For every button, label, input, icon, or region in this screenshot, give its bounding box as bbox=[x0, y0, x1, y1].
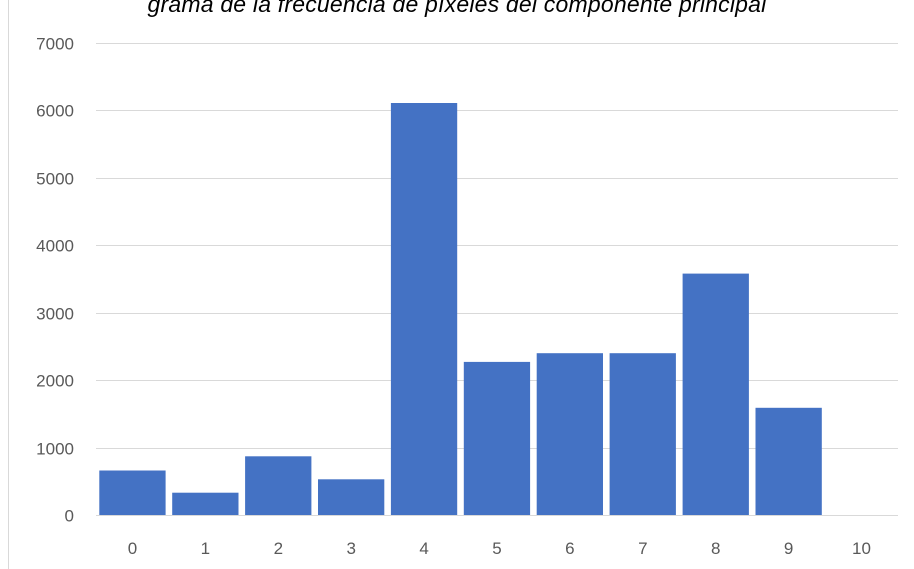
bar-8 bbox=[682, 273, 749, 515]
x-tick-label: 2 bbox=[274, 539, 283, 558]
y-tick-label: 6000 bbox=[36, 102, 74, 121]
bar-7 bbox=[609, 353, 676, 515]
x-axis-ticks: 0 1 2 3 4 5 6 7 8 9 10 bbox=[128, 539, 871, 558]
x-tick-label: 7 bbox=[638, 539, 647, 558]
x-tick-label: 4 bbox=[419, 539, 428, 558]
chart-frame-edge bbox=[8, 0, 9, 569]
bar-4 bbox=[390, 103, 458, 515]
x-tick-label: 0 bbox=[128, 539, 137, 558]
bar-3 bbox=[318, 479, 385, 515]
x-tick-label: 8 bbox=[711, 539, 720, 558]
y-tick-label: 7000 bbox=[36, 35, 74, 54]
x-tick-label: 6 bbox=[565, 539, 574, 558]
bar-9 bbox=[755, 407, 822, 515]
y-axis-ticks: 0 1000 2000 3000 4000 5000 6000 7000 bbox=[36, 35, 74, 526]
bar-5 bbox=[463, 361, 531, 515]
bar-1 bbox=[172, 492, 239, 515]
y-tick-label: 3000 bbox=[36, 305, 74, 324]
x-tick-label: 1 bbox=[201, 539, 210, 558]
x-tick-label: 3 bbox=[346, 539, 355, 558]
chart-title: grama de la frecuencia de píxeles del co… bbox=[147, 0, 767, 17]
bar-6 bbox=[536, 353, 603, 515]
y-tick-label: 1000 bbox=[36, 440, 74, 459]
y-tick-label: 4000 bbox=[36, 237, 74, 256]
bar-2 bbox=[245, 456, 312, 515]
x-tick-label: 9 bbox=[784, 539, 793, 558]
bar-0 bbox=[99, 470, 166, 515]
bars bbox=[99, 103, 822, 515]
x-tick-label: 5 bbox=[492, 539, 501, 558]
y-tick-label: 0 bbox=[65, 507, 74, 526]
y-tick-label: 2000 bbox=[36, 372, 74, 391]
y-tick-label: 5000 bbox=[36, 170, 74, 189]
x-tick-label: 10 bbox=[852, 539, 871, 558]
